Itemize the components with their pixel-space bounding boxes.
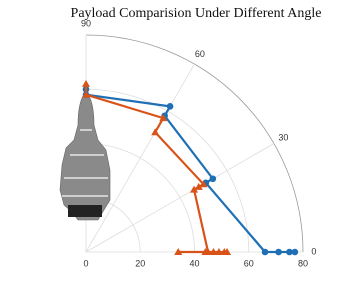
theta-tick-label: 60 <box>195 49 205 59</box>
theta-tick-label: 30 <box>278 132 288 142</box>
theta-tick-label: 0 <box>311 246 316 256</box>
series-line <box>84 89 295 254</box>
point <box>275 248 282 256</box>
grid-arc <box>85 88 250 253</box>
point <box>214 248 223 255</box>
grid-arc <box>85 34 304 253</box>
point <box>291 248 299 256</box>
point <box>159 114 168 122</box>
point <box>190 185 199 193</box>
point <box>194 182 203 190</box>
grid-spoke <box>85 143 275 253</box>
grid-spoke <box>85 63 195 253</box>
point <box>82 90 90 98</box>
r-tick-label: 60 <box>244 258 254 268</box>
r-tick-label: 0 <box>83 258 88 268</box>
point <box>166 103 174 110</box>
grid-arc <box>85 143 195 253</box>
r-tick-label: 80 <box>298 258 308 268</box>
point <box>209 175 217 183</box>
point <box>261 248 269 256</box>
point <box>174 248 183 255</box>
photo <box>59 91 111 221</box>
point <box>82 79 90 87</box>
plot-area <box>82 79 299 256</box>
chart-title: Payload Comparision Under Different Angl… <box>71 6 322 21</box>
theta-tick-label: 90 <box>81 19 91 29</box>
point <box>199 180 208 188</box>
point <box>223 248 232 255</box>
point <box>209 248 218 255</box>
point <box>201 248 210 255</box>
point <box>286 248 293 256</box>
r-tick-label: 40 <box>189 258 199 268</box>
r-tick-label: 20 <box>135 258 145 268</box>
point <box>151 128 160 136</box>
